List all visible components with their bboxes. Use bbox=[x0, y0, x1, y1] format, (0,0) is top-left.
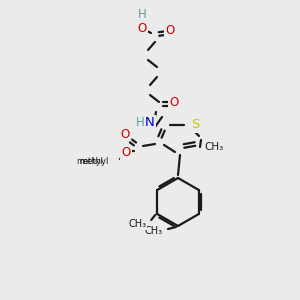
Text: methyl: methyl bbox=[80, 158, 109, 166]
Text: CH₃: CH₃ bbox=[204, 142, 224, 152]
Text: methyl: methyl bbox=[76, 158, 103, 166]
Text: CH₃: CH₃ bbox=[145, 226, 163, 236]
Text: O: O bbox=[165, 23, 175, 37]
Text: H: H bbox=[136, 116, 144, 130]
Text: O: O bbox=[137, 22, 147, 34]
Text: H: H bbox=[138, 8, 146, 22]
Text: O: O bbox=[122, 146, 130, 160]
Text: S: S bbox=[191, 118, 199, 131]
Text: N: N bbox=[145, 116, 155, 130]
Text: O: O bbox=[120, 128, 130, 140]
Text: O: O bbox=[169, 95, 178, 109]
Text: CH₃: CH₃ bbox=[128, 219, 146, 229]
